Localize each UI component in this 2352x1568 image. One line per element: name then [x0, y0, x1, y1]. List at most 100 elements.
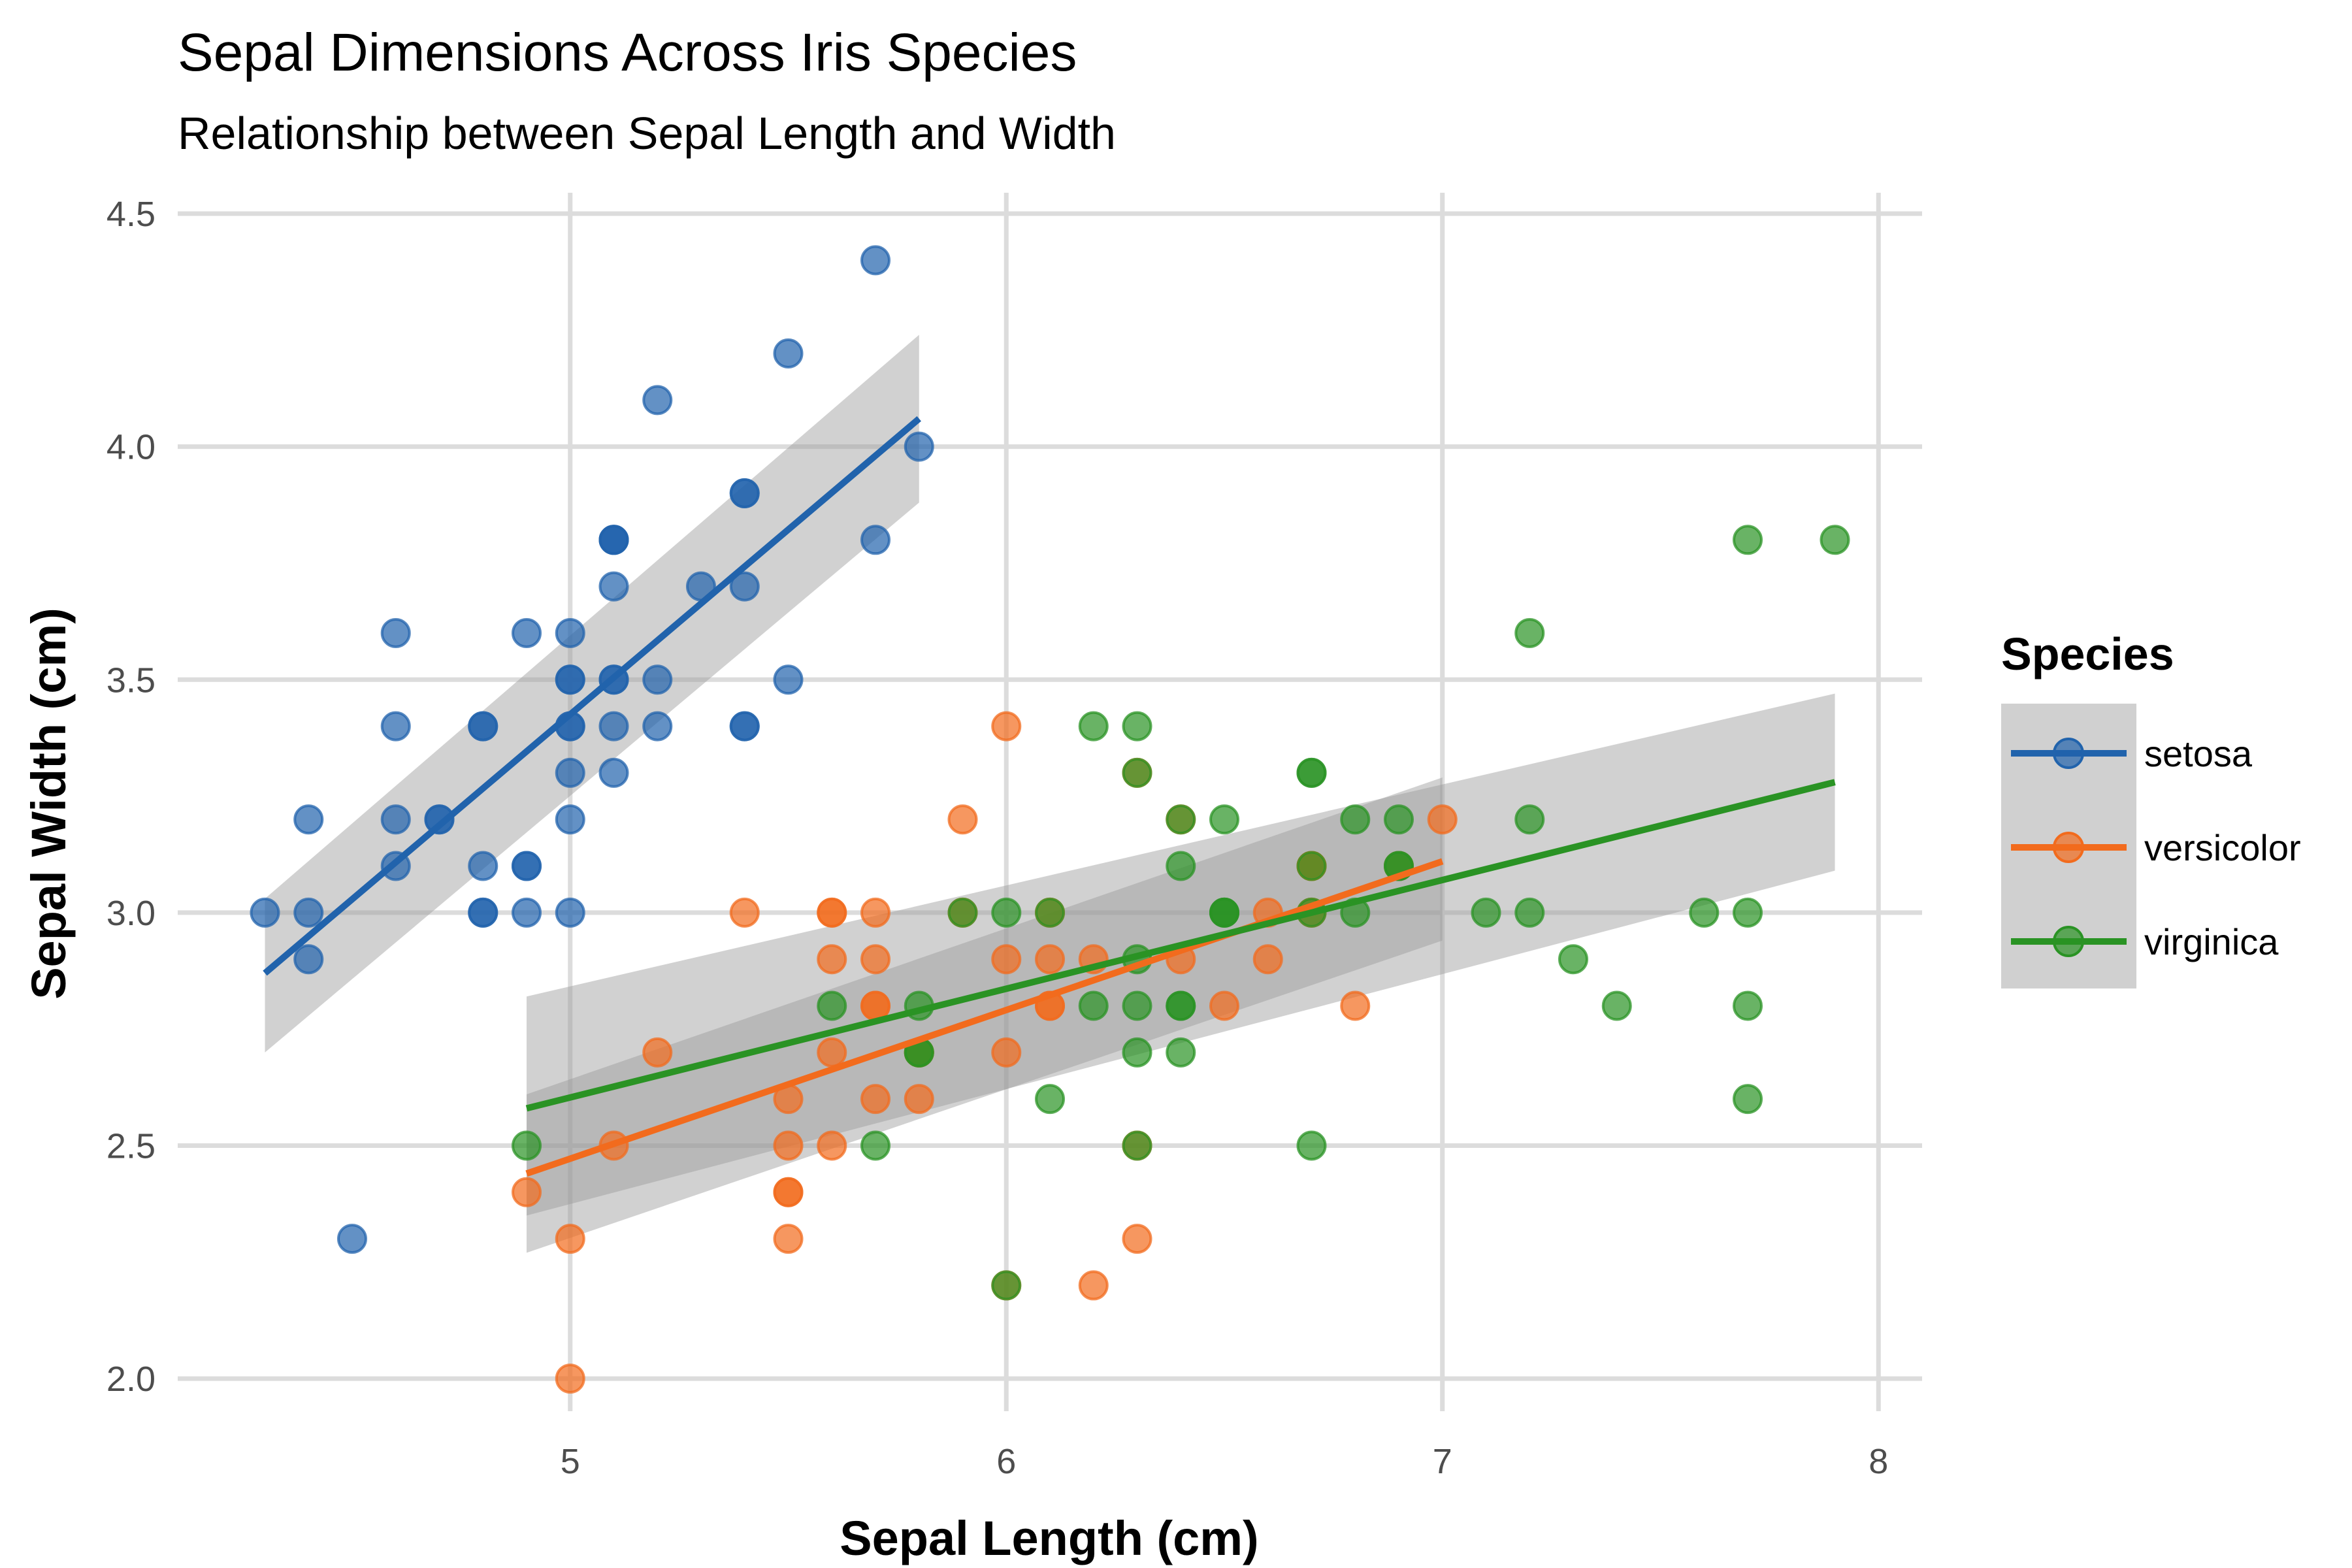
data-point-virginica: [1122, 757, 1152, 788]
data-point-virginica: [1122, 990, 1152, 1021]
data-point-virginica: [1209, 804, 1239, 835]
data-point-setosa: [380, 617, 411, 648]
data-point-virginica: [1122, 1037, 1152, 1068]
data-point-versicolor: [773, 1224, 804, 1254]
data-point-setosa: [250, 897, 280, 928]
data-point-virginica: [1122, 711, 1152, 742]
chart-subtitle: Relationship between Sepal Length and Wi…: [178, 108, 1116, 159]
data-point-virginica: [1384, 804, 1414, 835]
data-point-setosa: [468, 851, 498, 881]
legend-marker-setosa: [2053, 738, 2084, 769]
data-point-virginica: [860, 1130, 890, 1161]
x-tick-label: 7: [1433, 1442, 1452, 1481]
legend-marker-versicolor: [2053, 832, 2084, 863]
legend-marker-virginica: [2053, 926, 2084, 957]
data-point-versicolor: [555, 1224, 585, 1254]
data-point-setosa: [773, 664, 804, 695]
confidence-bands: [265, 335, 1835, 1253]
data-point-setosa: [512, 617, 542, 648]
y-tick-label: 2.5: [106, 1126, 155, 1166]
data-point-virginica: [1733, 1084, 1763, 1115]
data-point-setosa: [293, 804, 324, 835]
x-tick-label: 8: [1869, 1442, 1888, 1481]
data-point-virginica: [1296, 1130, 1327, 1161]
y-axis-title: Sepal Width (cm): [22, 608, 76, 1000]
data-point-versicolor: [1427, 804, 1458, 835]
data-point-versicolor: [860, 944, 890, 975]
data-point-setosa: [555, 617, 585, 648]
data-point-virginica: [1166, 1037, 1196, 1068]
data-point-versicolor: [773, 1130, 804, 1161]
data-point-versicolor: [991, 944, 1022, 975]
data-point-virginica: [1820, 525, 1850, 555]
data-point-setosa: [904, 431, 934, 462]
data-point-setosa: [512, 851, 542, 881]
data-point-virginica: [991, 1270, 1022, 1301]
data-point-setosa: [598, 525, 629, 555]
data-point-versicolor: [729, 897, 760, 928]
data-point-virginica: [1296, 757, 1327, 788]
data-point-setosa: [468, 711, 498, 742]
data-point-setosa: [860, 245, 890, 276]
data-point-setosa: [729, 478, 760, 508]
data-point-versicolor: [991, 1037, 1022, 1068]
data-point-setosa: [555, 664, 585, 695]
data-point-virginica: [1514, 804, 1545, 835]
legend-title: Species: [2001, 629, 2174, 679]
data-point-virginica: [1166, 851, 1196, 881]
data-point-setosa: [337, 1224, 367, 1254]
x-tick-label: 6: [996, 1442, 1016, 1481]
regression-lines: [263, 416, 1836, 1177]
data-point-versicolor: [817, 1037, 847, 1068]
data-point-virginica: [947, 897, 978, 928]
data-point-virginica: [1340, 804, 1371, 835]
data-point-setosa: [642, 664, 673, 695]
data-point-setosa: [598, 711, 629, 742]
data-point-virginica: [1733, 525, 1763, 555]
legend-label-setosa: setosa: [2144, 733, 2253, 774]
data-point-virginica: [1166, 804, 1196, 835]
data-point-versicolor: [947, 804, 978, 835]
y-tick-label: 3.5: [106, 661, 155, 700]
chart-title: Sepal Dimensions Across Iris Species: [178, 23, 1077, 82]
y-tick-label: 4.0: [106, 428, 155, 467]
data-point-virginica: [1558, 944, 1588, 975]
data-point-setosa: [424, 804, 455, 835]
data-point-versicolor: [1035, 944, 1065, 975]
data-point-versicolor: [773, 1177, 804, 1207]
y-tick-label: 3.0: [106, 894, 155, 933]
y-tick-label: 4.5: [106, 195, 155, 234]
data-point-virginica: [512, 1130, 542, 1161]
data-point-setosa: [729, 711, 760, 742]
data-point-setosa: [293, 944, 324, 975]
data-point-virginica: [1733, 897, 1763, 928]
data-point-versicolor: [555, 1364, 585, 1394]
y-tick-label: 2.0: [106, 1360, 155, 1399]
data-point-virginica: [817, 990, 847, 1021]
data-point-virginica: [1514, 617, 1545, 648]
x-tick-label: 5: [561, 1442, 580, 1481]
data-point-versicolor: [991, 711, 1022, 742]
data-point-virginica: [1296, 851, 1327, 881]
data-point-setosa: [598, 571, 629, 602]
data-point-versicolor: [1122, 1224, 1152, 1254]
data-point-setosa: [642, 385, 673, 416]
data-point-versicolor: [817, 944, 847, 975]
data-point-virginica: [1514, 897, 1545, 928]
data-point-versicolor: [1078, 1270, 1109, 1301]
data-point-setosa: [642, 711, 673, 742]
data-point-versicolor: [817, 897, 847, 928]
data-point-versicolor: [1252, 944, 1283, 975]
data-point-versicolor: [1209, 990, 1239, 1021]
regression-line-versicolor: [525, 858, 1444, 1177]
data-point-virginica: [1166, 990, 1196, 1021]
data-point-setosa: [860, 525, 890, 555]
legend-label-versicolor: versicolor: [2144, 827, 2301, 868]
data-point-setosa: [555, 897, 585, 928]
legend-label-virginica: virginica: [2144, 921, 2279, 962]
tick-labels: 5 6 7 8 2.0 2.5 3.0 3.5 4.0 4.5: [106, 195, 1888, 1481]
data-point-versicolor: [642, 1037, 673, 1068]
data-point-versicolor: [860, 897, 890, 928]
data-point-setosa: [555, 804, 585, 835]
legend: Species setosa versicolor virginica: [2001, 629, 2301, 988]
